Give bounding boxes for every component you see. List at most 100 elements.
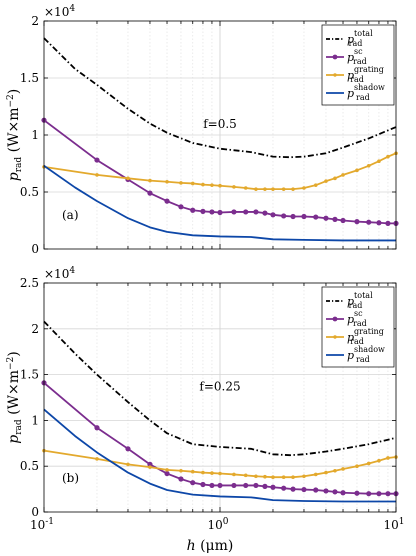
data-point-sc: [253, 209, 259, 215]
x-tick-label: 100: [207, 517, 228, 532]
data-point-sc: [281, 485, 287, 491]
annotation-f: f=0.25: [199, 380, 240, 394]
data-point-sc: [178, 476, 184, 482]
series-grating: [42, 448, 398, 479]
x-tick-label: 101: [383, 517, 404, 532]
data-point-grating: [126, 462, 130, 467]
series-sc: [41, 380, 399, 497]
data-point-sc: [354, 219, 360, 225]
data-point-grating: [243, 473, 248, 478]
data-point-grating: [179, 181, 183, 185]
legend-label: psc rad: [347, 309, 367, 328]
y-exponent-base: ×10: [44, 267, 69, 281]
data-point-grating: [201, 470, 205, 475]
legend-symbol: p: [347, 69, 354, 82]
data-point-sc: [231, 209, 237, 215]
data-point-grating: [254, 474, 258, 479]
data-point-sc: [340, 217, 346, 224]
data-point-grating: [263, 474, 267, 479]
y-exponent-power: 4: [69, 266, 75, 276]
data-point-sc: [164, 470, 170, 477]
data-point-grating: [366, 461, 371, 466]
data-point-sc: [125, 446, 131, 452]
data-point-sc: [164, 198, 170, 204]
y-axis-label: prad (W×m−2): [6, 351, 24, 443]
data-point-sc: [209, 482, 215, 489]
data-point-grating: [210, 471, 214, 475]
x-tick-base: 10: [383, 518, 398, 532]
series-shadow: [43, 408, 396, 503]
legend-label: psc rad: [347, 47, 367, 66]
data-point-grating: [313, 183, 318, 187]
legend-label: pgrating rad: [347, 65, 384, 84]
data-point-sc: [94, 157, 100, 163]
data-point-grating: [341, 173, 345, 177]
data-point-sc: [376, 220, 382, 226]
legend-entry-shadow: pshadow rad: [326, 345, 385, 364]
data-point-grating: [366, 163, 371, 168]
legend-superscript: sc: [354, 309, 363, 318]
legend-superscript: total: [354, 291, 373, 300]
legend-symbol: p: [347, 295, 354, 308]
x-tick-power: -1: [45, 517, 54, 527]
legend-symbol: p: [347, 313, 354, 326]
data-point-grating: [271, 187, 275, 191]
data-point-grating: [148, 465, 152, 469]
data-point-sc: [301, 213, 307, 220]
data-point-sc: [262, 483, 268, 489]
data-point-grating: [386, 154, 390, 159]
legend-entry-grating: pgrating rad: [326, 327, 384, 346]
legend-symbol: p: [347, 51, 354, 64]
legend-marker: [333, 335, 337, 339]
data-point-sc: [217, 482, 223, 489]
data-point-grating: [243, 186, 248, 190]
legend-symbol: p: [347, 349, 354, 362]
legend-box: [321, 24, 395, 106]
data-point-sc: [217, 209, 223, 216]
legend-entry-sc: psc rad: [326, 47, 367, 66]
data-point-sc: [200, 481, 206, 488]
data-point-sc: [385, 220, 391, 226]
data-point-grating: [201, 182, 205, 187]
data-point-grating: [377, 159, 381, 164]
data-point-grating: [302, 186, 306, 190]
data-point-grating: [333, 468, 337, 473]
data-point-grating: [95, 173, 99, 177]
legend-entry-grating: pgrating rad: [326, 65, 384, 84]
legend-subscript: rad: [353, 57, 367, 66]
data-point-sc: [270, 484, 276, 490]
legend-symbol: p: [347, 87, 354, 100]
series-shadow: [43, 165, 396, 242]
legend-label: pgrating rad: [347, 327, 384, 346]
panel-label: (b): [62, 471, 79, 485]
data-point-sc: [147, 461, 153, 467]
x-axis-label: h (μm): [187, 538, 234, 554]
x-axis-unit: (μm): [196, 538, 234, 554]
data-point-sc: [366, 219, 372, 225]
data-point-sc: [340, 490, 346, 496]
legend-symbol: p: [347, 331, 354, 344]
data-point-grating: [333, 176, 337, 181]
data-point-grating: [148, 178, 152, 183]
y-axis-unit-close: ): [6, 89, 22, 94]
data-point-grating: [254, 187, 258, 191]
legend-superscript: shadow: [354, 83, 385, 92]
data-point-grating: [302, 474, 306, 479]
data-point-grating: [165, 179, 169, 184]
x-tick-power: 1: [399, 517, 405, 527]
y-exponent-label: ×104: [44, 4, 75, 19]
data-point-sc: [243, 482, 249, 489]
data-point-grating: [232, 472, 236, 477]
legend-superscript: grating: [354, 327, 384, 336]
data-point-grating: [324, 470, 328, 475]
legend-label: pshadow rad: [347, 345, 385, 364]
series-total: [43, 37, 397, 159]
legend-entry-shadow: pshadow rad: [326, 83, 385, 102]
x-tick-power: 0: [223, 517, 229, 527]
y-axis-unit-power: −2: [6, 357, 16, 370]
series-sc: [41, 117, 399, 226]
data-point-grating: [281, 187, 286, 191]
y-axis-label: prad (W×m−2): [6, 89, 24, 181]
y-tick-label: 1.5: [20, 71, 39, 85]
